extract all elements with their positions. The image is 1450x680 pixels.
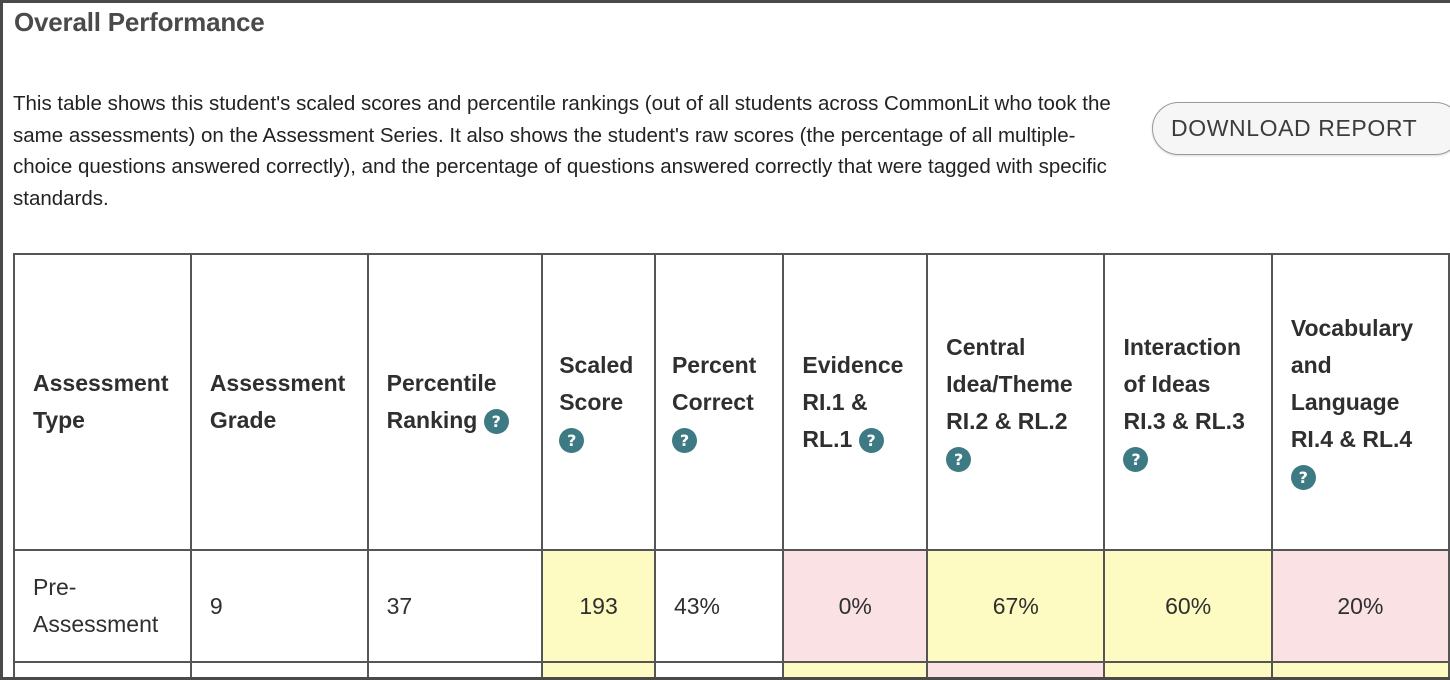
cell-percent-correct: 43%: [653, 549, 785, 663]
cell-empty: [653, 661, 785, 677]
header-label: Scaled Score: [559, 352, 634, 415]
section-description: This table shows this student's scaled s…: [13, 92, 1111, 210]
table-row: Pre-Assessment 9 37 193 43% 0% 67% 60% 2…: [13, 549, 1450, 663]
header-label: Percent Correct: [671, 352, 757, 415]
performance-table: Assessment Type Assessment Grade Percent…: [13, 253, 1450, 677]
table-header-row: Assessment Type Assessment Grade Percent…: [13, 253, 1450, 551]
cell-empty: [366, 661, 544, 677]
header-assessment-type: Assessment Type: [13, 253, 192, 551]
cell-interaction-of-ideas: 60%: [1103, 549, 1273, 663]
header-label: Interaction of Ideas RI.3 & RL.3: [1123, 333, 1245, 434]
cell-assessment-type: Pre-Assessment: [13, 549, 192, 663]
scaled-score-help-icon[interactable]: ?: [559, 428, 585, 454]
cell-empty: [926, 661, 1106, 677]
header-label: Central Idea/Theme RI.2 & RL.2: [946, 333, 1073, 434]
table-row-partial: [13, 661, 1450, 677]
cell-vocabulary-language: 20%: [1270, 549, 1450, 663]
cell-scaled-score: 193: [541, 549, 656, 663]
central-idea-help-icon[interactable]: ?: [946, 446, 972, 472]
header-interaction-of-ideas: Interaction of Ideas RI.3 & RL.3 ?: [1103, 253, 1273, 551]
percentile-ranking-help-icon[interactable]: ?: [483, 409, 509, 435]
header-vocabulary-language: Vocabulary and Language RI.4 & RL.4 ?: [1270, 253, 1450, 551]
cell-empty: [782, 661, 929, 677]
header-label: Percentile Ranking: [386, 370, 497, 433]
cell-empty: [1103, 661, 1273, 677]
header-label: Vocabulary and Language RI.4 & RL.4: [1290, 315, 1414, 452]
header-central-idea: Central Idea/Theme RI.2 & RL.2 ?: [926, 253, 1106, 551]
cell-central-idea: 67%: [926, 549, 1106, 663]
header-percentile-ranking: Percentile Ranking ?: [366, 253, 544, 551]
header-label: Assessment Grade: [209, 370, 346, 433]
cell-empty: [1270, 661, 1450, 677]
vocabulary-language-help-icon[interactable]: ?: [1290, 465, 1316, 491]
cell-percentile-ranking: 37: [366, 549, 544, 663]
evidence-help-icon[interactable]: ?: [858, 427, 884, 453]
header-label: Evidence RI.1 & RL.1: [802, 351, 904, 452]
cell-empty: [13, 661, 192, 677]
section-title: Overall Performance: [14, 7, 265, 37]
percent-correct-help-icon[interactable]: ?: [671, 428, 697, 454]
cell-evidence: 0%: [782, 549, 929, 663]
header-assessment-grade: Assessment Grade: [189, 253, 369, 551]
interaction-of-ideas-help-icon[interactable]: ?: [1123, 446, 1149, 472]
cell-empty: [541, 661, 656, 677]
header-evidence: Evidence RI.1 & RL.1 ?: [782, 253, 929, 551]
cell-assessment-grade: 9: [189, 549, 369, 663]
header-percent-correct: Percent Correct ?: [653, 253, 785, 551]
cell-empty: [189, 661, 369, 677]
header-scaled-score: Scaled Score ?: [541, 253, 656, 551]
download-report-button[interactable]: DOWNLOAD REPORT: [1152, 102, 1450, 155]
header-label: Assessment Type: [33, 370, 169, 433]
